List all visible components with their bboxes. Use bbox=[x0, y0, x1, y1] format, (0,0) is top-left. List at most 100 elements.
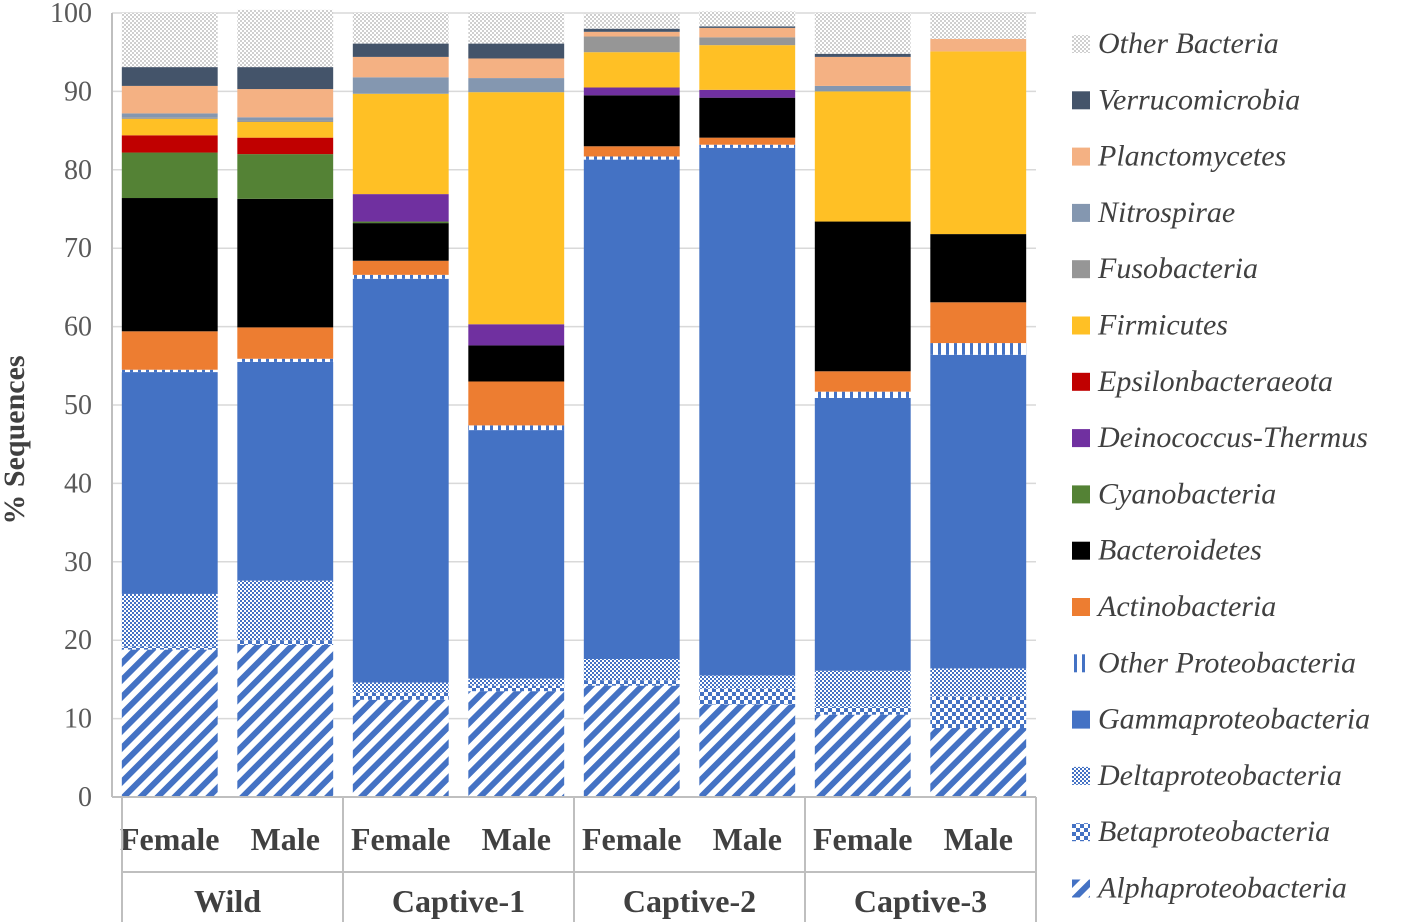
x-category-label: Male bbox=[944, 821, 1013, 857]
bar-segment-fusobacteria bbox=[699, 37, 796, 46]
legend-entry: Cyanobacteria bbox=[1098, 477, 1276, 510]
x-group-label: Captive-3 bbox=[854, 883, 987, 919]
bar-segment-gammaproteobacteria bbox=[583, 159, 680, 660]
bar-segment-nitrospirae bbox=[814, 85, 911, 92]
x-category-label: Female bbox=[582, 821, 682, 857]
x-category-label: Female bbox=[351, 821, 451, 857]
y-tick-label: 30 bbox=[64, 547, 92, 578]
bar-segment-actinobacteria bbox=[237, 327, 334, 359]
y-axis-label: % Sequences bbox=[0, 355, 31, 524]
legend-swatch bbox=[1072, 35, 1090, 53]
bar-segment-other-proteobacteria bbox=[352, 274, 449, 279]
bar-segment-deltaproteobacteria bbox=[814, 670, 911, 707]
bar-segment-betaproteobacteria bbox=[699, 688, 796, 705]
legend-swatch bbox=[1072, 654, 1090, 673]
bar-segment-other-bacteria bbox=[468, 13, 565, 44]
bar-segment-nitrospirae bbox=[237, 117, 334, 121]
bar-segment-firmicutes bbox=[583, 52, 680, 88]
legend-entry: Betaproteobacteria bbox=[1098, 815, 1330, 848]
bar-segment-other-bacteria bbox=[352, 13, 449, 44]
bar-segment-bacteroidetes bbox=[583, 95, 680, 147]
bar-segment-actinobacteria bbox=[814, 371, 911, 392]
legend-entry: Deinococcus-Thermus bbox=[1097, 421, 1368, 454]
bar-segment-deltaproteobacteria bbox=[699, 675, 796, 689]
bar-segment-fusobacteria bbox=[121, 117, 218, 119]
bar-segment-other-bacteria bbox=[930, 13, 1027, 39]
bar-segment-actinobacteria bbox=[121, 331, 218, 370]
legend-swatch bbox=[1072, 710, 1090, 729]
bar-segment-gammaproteobacteria bbox=[468, 430, 565, 679]
bar-stacks bbox=[121, 9, 1027, 797]
bar-segment-alphaproteobacteria bbox=[930, 728, 1027, 797]
bar-segment-actinobacteria bbox=[583, 146, 680, 157]
bar-segment-bacteroidetes bbox=[930, 234, 1027, 303]
bar-segment-betaproteobacteria bbox=[237, 640, 334, 645]
bar-segment-verrucomicrobia bbox=[121, 67, 218, 86]
bar-segment-deinococcus-thermus bbox=[699, 89, 796, 98]
bar-segment-planctomycetes bbox=[468, 58, 565, 79]
bar-segment-actinobacteria bbox=[930, 302, 1027, 344]
legend-swatch bbox=[1072, 766, 1090, 785]
bar-segment-deltaproteobacteria bbox=[237, 580, 334, 641]
legend-swatch bbox=[1072, 260, 1090, 279]
legend-swatch bbox=[1072, 879, 1090, 898]
x-group-label: Captive-1 bbox=[392, 883, 525, 919]
bar-segment-deltaproteobacteria bbox=[468, 678, 565, 686]
bar-segment-fusobacteria bbox=[583, 36, 680, 53]
bar-segment-other-proteobacteria bbox=[237, 358, 334, 362]
bar-segment-cyanobacteria bbox=[121, 152, 218, 199]
x-category-label: Female bbox=[120, 821, 220, 857]
bar-segment-other-proteobacteria bbox=[930, 343, 1027, 355]
bar-segment-other-bacteria bbox=[699, 11, 796, 27]
legend-swatch bbox=[1072, 541, 1090, 560]
bar-segment-deltaproteobacteria bbox=[121, 593, 218, 647]
bar-segment-bacteroidetes bbox=[352, 223, 449, 261]
bar-segment-bacteroidetes bbox=[814, 221, 911, 372]
bar-segment-deltaproteobacteria bbox=[583, 659, 680, 681]
y-tick-label: 70 bbox=[64, 233, 92, 264]
y-tick-label: 0 bbox=[78, 782, 92, 813]
bar-segment-fusobacteria bbox=[237, 120, 334, 122]
bar-segment-alphaproteobacteria bbox=[468, 691, 565, 797]
legend-swatch bbox=[1072, 91, 1090, 110]
bar-segment-other-bacteria bbox=[583, 13, 680, 29]
bar-segment-deinococcus-thermus bbox=[352, 194, 449, 222]
bar-segment-nitrospirae bbox=[352, 77, 449, 94]
bar-segment-alphaproteobacteria bbox=[121, 649, 218, 797]
bar-segment-alphaproteobacteria bbox=[699, 704, 796, 797]
bar-segment-other-proteobacteria bbox=[814, 391, 911, 398]
bar-segment-other-proteobacteria bbox=[699, 144, 796, 148]
legend-swatch bbox=[1072, 372, 1090, 391]
legend-entry: Alphaproteobacteria bbox=[1096, 872, 1347, 905]
bar-segment-firmicutes bbox=[699, 45, 796, 90]
legend-swatch bbox=[1072, 429, 1090, 448]
bar-segment-bacteroidetes bbox=[699, 97, 796, 138]
legend-entry: Other Bacteria bbox=[1098, 27, 1279, 60]
legend-entry: Bacteroidetes bbox=[1098, 534, 1262, 567]
bar-segment-verrucomicrobia bbox=[468, 43, 565, 59]
y-tick-label: 20 bbox=[64, 625, 92, 656]
bar-segment-planctomycetes bbox=[699, 27, 796, 38]
y-tick-label: 100 bbox=[50, 0, 92, 29]
bar-segment-planctomycetes bbox=[583, 31, 680, 37]
bar-segment-epsilonbacteraeota bbox=[121, 135, 218, 153]
x-category-label: Male bbox=[713, 821, 782, 857]
bar-segment-betaproteobacteria bbox=[583, 680, 680, 686]
legend-swatch bbox=[1072, 598, 1090, 616]
bar-segment-betaproteobacteria bbox=[930, 696, 1027, 729]
y-tick-label: 10 bbox=[64, 704, 92, 735]
bar-segment-gammaproteobacteria bbox=[352, 278, 449, 683]
bar-segment-cyanobacteria bbox=[352, 221, 449, 224]
bar-segment-gammaproteobacteria bbox=[237, 361, 334, 581]
legend-entry: Firmicutes bbox=[1097, 309, 1228, 342]
bar-segment-planctomycetes bbox=[930, 38, 1027, 52]
bar-segment-deltaproteobacteria bbox=[352, 682, 449, 693]
bar-segment-actinobacteria bbox=[352, 260, 449, 275]
bar-segment-alphaproteobacteria bbox=[352, 699, 449, 797]
x-category-label: Female bbox=[813, 821, 913, 857]
bar-segment-other-bacteria bbox=[121, 13, 218, 68]
legend-swatch bbox=[1072, 485, 1090, 504]
y-tick-label: 80 bbox=[64, 155, 92, 186]
bar-segment-firmicutes bbox=[930, 51, 1027, 235]
